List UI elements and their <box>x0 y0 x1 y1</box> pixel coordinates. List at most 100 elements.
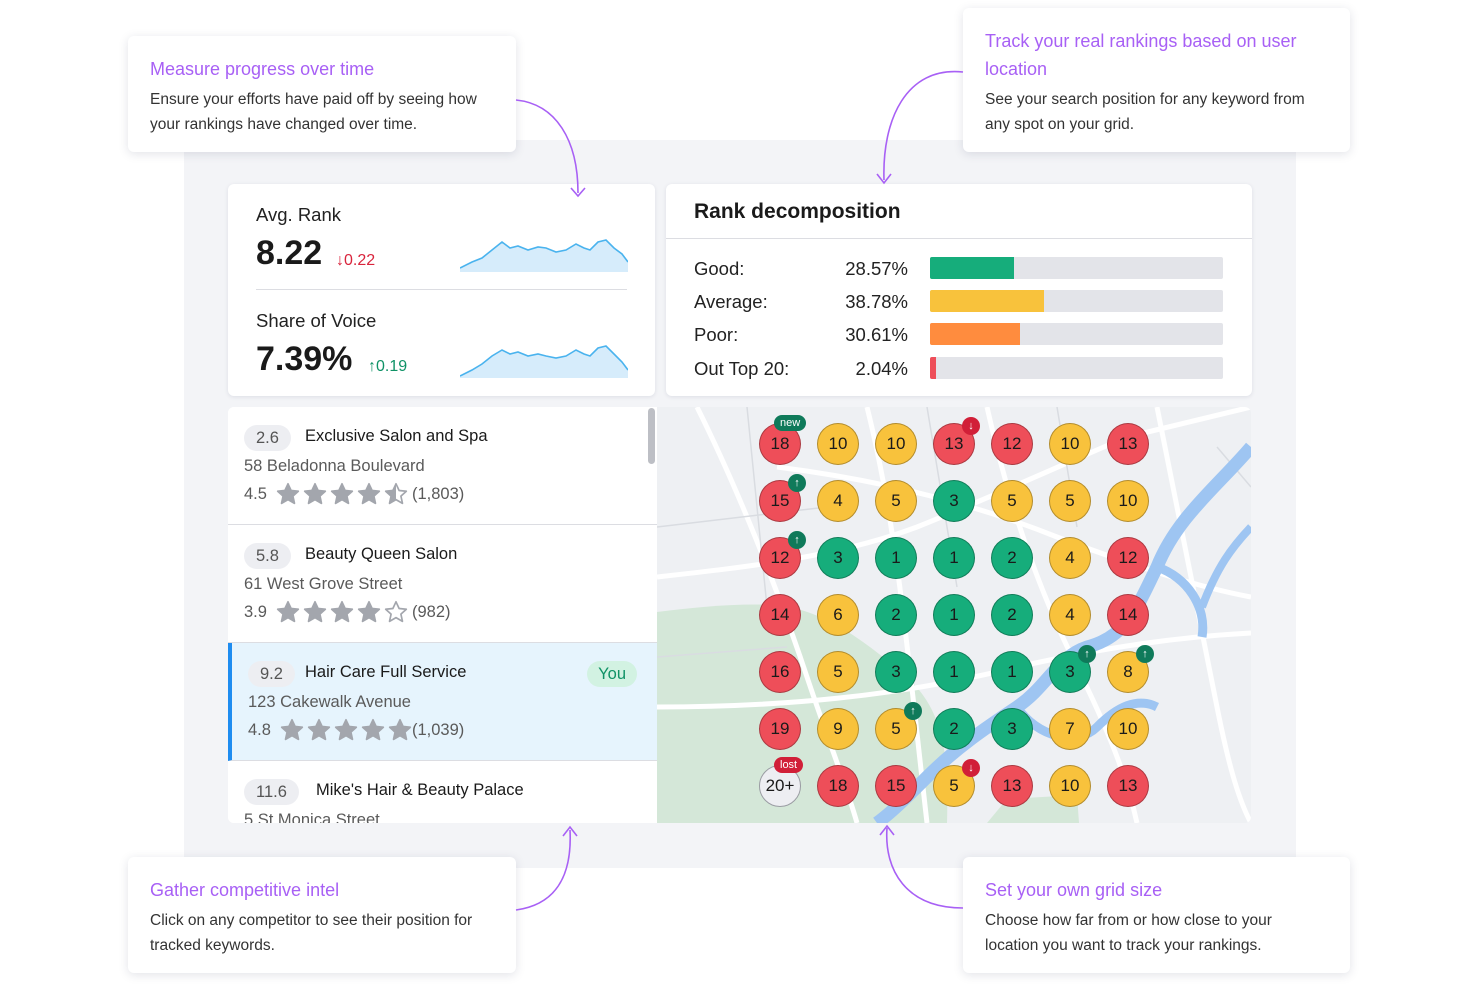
grid-rank-label: 12 <box>1002 434 1022 453</box>
competitor-address: 5 St Monica Street <box>244 811 380 823</box>
grid-rank-label: 4 <box>1065 548 1075 567</box>
rank-row-bar <box>930 357 1223 379</box>
grid-point[interactable]: 3 <box>933 480 975 522</box>
grid-point[interactable]: 2 <box>933 708 975 750</box>
trend-up-icon: ↑ <box>1136 645 1154 663</box>
grid-point[interactable]: 10 <box>1107 480 1149 522</box>
grid-point[interactable]: 16 <box>759 651 801 693</box>
competitor-address: 123 Cakewalk Avenue <box>248 693 411 711</box>
competitor-item[interactable]: 11.6 Mike's Hair & Beauty Palace 5 St Mo… <box>228 761 657 823</box>
competitor-score: 11.6 <box>244 779 299 805</box>
rank-row-fill <box>930 323 1020 345</box>
rank-row-label: Poor: <box>694 324 739 345</box>
competitor-score: 9.2 <box>248 661 295 687</box>
grid-point[interactable]: 12 <box>1107 537 1149 579</box>
new-badge: new <box>774 415 807 431</box>
rank-row-average: Average: 38.78% <box>694 290 1224 314</box>
callout-competitive-intel: Gather competitive intel Click on any co… <box>128 857 516 973</box>
avg-rank-sparkline <box>460 239 628 272</box>
star-rating <box>276 600 408 624</box>
grid-point[interactable]: 5 <box>1049 480 1091 522</box>
grid-point[interactable]: 1 <box>875 537 917 579</box>
grid-point[interactable]: 10 <box>875 423 917 465</box>
grid-point[interactable]: 15 <box>759 480 801 522</box>
grid-rank-label: 18 <box>770 434 790 453</box>
grid-point[interactable]: 14 <box>1107 594 1149 636</box>
grid-point[interactable]: 15 <box>875 765 917 807</box>
grid-point[interactable]: 2 <box>875 594 917 636</box>
grid-point[interactable]: 10 <box>1107 708 1149 750</box>
grid-rank-label: 3 <box>1007 719 1017 738</box>
grid-rank-label: 1 <box>891 548 901 567</box>
grid-point[interactable]: 3 <box>817 537 859 579</box>
grid-point[interactable]: 6 <box>817 594 859 636</box>
grid-point[interactable]: 10 <box>817 423 859 465</box>
grid-point[interactable]: 5 <box>991 480 1033 522</box>
grid-rank-label: 10 <box>1060 776 1080 795</box>
trend-down-icon: ↓ <box>962 759 980 777</box>
callout-track-rankings: Track your real rankings based on user l… <box>963 8 1350 152</box>
competitor-name: Exclusive Salon and Spa <box>305 427 488 445</box>
grid-point[interactable]: 4 <box>817 480 859 522</box>
grid-point[interactable]: 7 <box>1049 708 1091 750</box>
grid-point[interactable]: 10 <box>1049 423 1091 465</box>
grid-point[interactable]: 1 <box>933 651 975 693</box>
competitor-item-selected[interactable]: 9.2 Hair Care Full Service You 123 Cakew… <box>228 643 657 761</box>
grid-rank-label: 3 <box>1065 662 1075 681</box>
star-icon <box>384 482 408 505</box>
star-icon <box>307 718 331 741</box>
competitor-name: Mike's Hair & Beauty Palace <box>316 781 524 799</box>
grid-point[interactable]: 4 <box>1049 594 1091 636</box>
grid-point[interactable]: 2 <box>991 537 1033 579</box>
grid-rank-label: 7 <box>1065 719 1075 738</box>
grid-point[interactable]: 13 <box>991 765 1033 807</box>
competitor-score: 2.6 <box>244 425 291 451</box>
grid-point[interactable]: 14 <box>759 594 801 636</box>
star-icon <box>388 718 412 741</box>
competitor-name: Beauty Queen Salon <box>305 545 458 563</box>
grid-point[interactable]: 9 <box>817 708 859 750</box>
rank-row-bar <box>930 290 1223 312</box>
grid-rank-label: 3 <box>891 662 901 681</box>
grid-point[interactable]: 19 <box>759 708 801 750</box>
grid-point[interactable]: 4 <box>1049 537 1091 579</box>
grid-rank-label: 10 <box>828 434 848 453</box>
grid-rank-label: 18 <box>828 776 848 795</box>
star-icon <box>334 718 358 741</box>
review-count: (1,803) <box>412 485 465 503</box>
rank-decomposition-title: Rank decomposition <box>694 200 901 223</box>
grid-rank-label: 3 <box>833 548 843 567</box>
grid-rank-label: 19 <box>770 719 790 738</box>
rank-grid-map[interactable]: 18 new 10 10 13 ↓ 12 10 13 15 ↑ 4 5 3 5 5 10 12 ↑ 3 1 1 2 4 12 14… <box>657 407 1251 823</box>
grid-point[interactable]: 5 <box>875 480 917 522</box>
grid-rank-label: 10 <box>1118 491 1138 510</box>
grid-point[interactable]: 1 <box>933 537 975 579</box>
grid-point[interactable]: 13 <box>1107 765 1149 807</box>
grid-point[interactable]: 12 <box>991 423 1033 465</box>
grid-point[interactable]: 10 <box>1049 765 1091 807</box>
grid-rank-label: 5 <box>891 719 901 738</box>
grid-point[interactable]: 3 <box>991 708 1033 750</box>
grid-rank-label: 2 <box>949 719 959 738</box>
competitor-list[interactable]: 2.6 Exclusive Salon and Spa 58 Beladonna… <box>228 407 657 823</box>
grid-rank-label: 10 <box>1118 719 1138 738</box>
callout-measure-progress: Measure progress over time Ensure your e… <box>128 36 516 152</box>
competitor-item[interactable]: 2.6 Exclusive Salon and Spa 58 Beladonna… <box>228 407 657 525</box>
grid-rank-label: 14 <box>770 605 790 624</box>
grid-point[interactable]: 2 <box>991 594 1033 636</box>
grid-point[interactable]: 3 <box>875 651 917 693</box>
share-of-voice-delta-value: 0.19 <box>376 358 408 375</box>
star-icon <box>330 600 354 623</box>
grid-point[interactable]: 1 <box>933 594 975 636</box>
grid-point[interactable]: 18 <box>817 765 859 807</box>
list-scrollbar[interactable] <box>648 408 655 464</box>
share-of-voice-label: Share of Voice <box>256 310 377 331</box>
grid-point[interactable]: 5 <box>817 651 859 693</box>
trend-down-icon: ↓ <box>962 417 980 435</box>
competitor-item[interactable]: 5.8 Beauty Queen Salon 61 West Grove Str… <box>228 525 657 643</box>
grid-point[interactable]: 13 <box>1107 423 1149 465</box>
you-badge: You <box>587 661 637 687</box>
callout-body: Ensure your efforts have paid off by see… <box>150 91 477 133</box>
star-icon <box>276 482 300 505</box>
grid-point[interactable]: 1 <box>991 651 1033 693</box>
